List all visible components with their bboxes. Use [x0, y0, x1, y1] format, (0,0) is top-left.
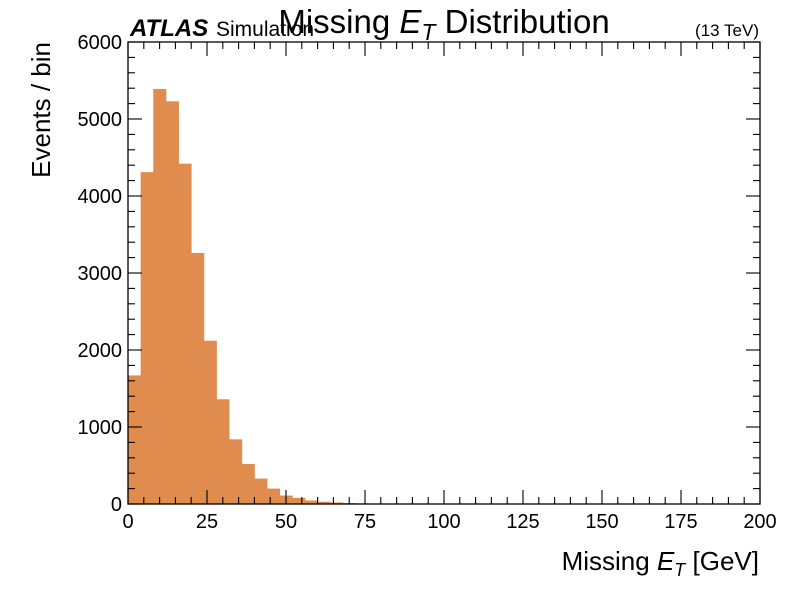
histogram-bar [165, 101, 179, 504]
histogram-bar [229, 439, 243, 504]
histogram-bar [317, 501, 331, 504]
histogram-bar [241, 463, 255, 504]
x-tick-label: 175 [664, 511, 697, 533]
y-tick-labels: 0 1000 2000 3000 4000 5000 6000 [78, 32, 123, 516]
y-tick-label: 4000 [78, 186, 123, 208]
y-tick-label: 3000 [78, 263, 123, 285]
status-label: Simulation [216, 18, 314, 41]
histogram-bar [178, 163, 192, 504]
experiment-label: ATLAS [129, 15, 208, 42]
histogram-bar [140, 172, 154, 504]
y-tick-label: 6000 [78, 32, 123, 54]
y-tick-label: 5000 [78, 109, 123, 131]
y-tick-label: 0 [111, 494, 122, 516]
histogram-bar [128, 375, 142, 504]
y-axis-title: Events / bin [26, 42, 56, 178]
histogram-bar [191, 252, 205, 504]
x-tick-label: 100 [427, 511, 460, 533]
histogram-bar [267, 488, 281, 504]
y-tick-label: 2000 [78, 340, 123, 362]
plot-frame [127, 41, 761, 505]
x-tick-label: 50 [275, 511, 297, 533]
histogram-bar [216, 399, 230, 504]
y-tick-label: 1000 [78, 417, 123, 439]
x-tick-label: 25 [196, 511, 218, 533]
x-tick-labels: 0 25 50 75 100 125 150 175 200 [122, 511, 776, 533]
x-tick-label: 75 [354, 511, 376, 533]
histogram-bar [254, 478, 268, 504]
histogram-bar [304, 500, 318, 504]
x-axis-title: Missing ET [GeV] [562, 546, 759, 580]
x-tick-label: 150 [585, 511, 618, 533]
histogram-bar [330, 502, 344, 504]
energy-label: (13 TeV) [695, 21, 759, 40]
histogram-bar [203, 340, 217, 504]
histogram-bars [128, 88, 458, 504]
histogram-bar [153, 88, 167, 504]
x-tick-label: 125 [506, 511, 539, 533]
chart-title: Missing ET Distribution [278, 3, 609, 45]
x-tick-label: 200 [743, 511, 776, 533]
histogram-bar [292, 497, 306, 504]
x-tick-label: 0 [122, 511, 133, 533]
